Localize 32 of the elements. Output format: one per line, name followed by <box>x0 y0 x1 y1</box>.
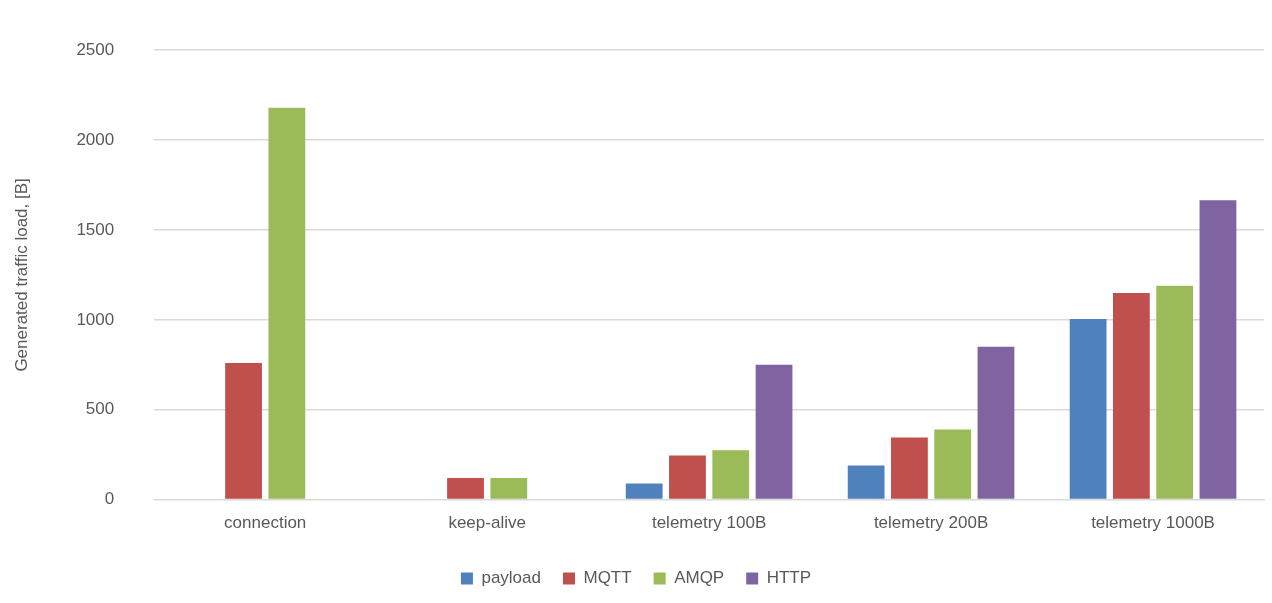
y-tick-label: 500 <box>85 399 115 419</box>
y-tick-label: 2000 <box>76 129 115 149</box>
y-tick-label: 1000 <box>76 309 115 329</box>
bar <box>625 483 663 499</box>
bar <box>490 478 528 499</box>
x-tick-label: telemetry 1000B <box>1091 513 1215 533</box>
legend-label: AMQP <box>674 568 725 588</box>
bar <box>447 478 484 499</box>
bar <box>225 362 262 499</box>
bar <box>1069 318 1107 499</box>
bar <box>755 364 793 499</box>
bar <box>1199 200 1237 499</box>
x-tick-label: keep-alive <box>448 513 526 533</box>
bar <box>847 465 885 499</box>
x-tick-label: telemetry 100B <box>651 513 767 533</box>
y-tick-label: 0 <box>104 489 115 509</box>
legend-label: MQTT <box>583 568 632 588</box>
bar <box>268 107 306 499</box>
y-axis-title: Generated traffic load, [B] <box>11 178 31 372</box>
legend-label: HTTP <box>766 568 812 588</box>
y-tick-label: 1500 <box>76 219 115 239</box>
bar <box>712 450 750 499</box>
x-tick-label: connection <box>224 513 307 533</box>
bar <box>891 437 928 499</box>
y-tick-label: 2500 <box>76 39 115 59</box>
bar <box>669 455 706 499</box>
bar <box>934 429 972 499</box>
bar <box>1156 285 1194 499</box>
x-tick-label: telemetry 200B <box>873 513 989 533</box>
bar <box>977 346 1015 499</box>
legend-label: payload <box>481 568 541 588</box>
bar <box>1112 292 1150 499</box>
